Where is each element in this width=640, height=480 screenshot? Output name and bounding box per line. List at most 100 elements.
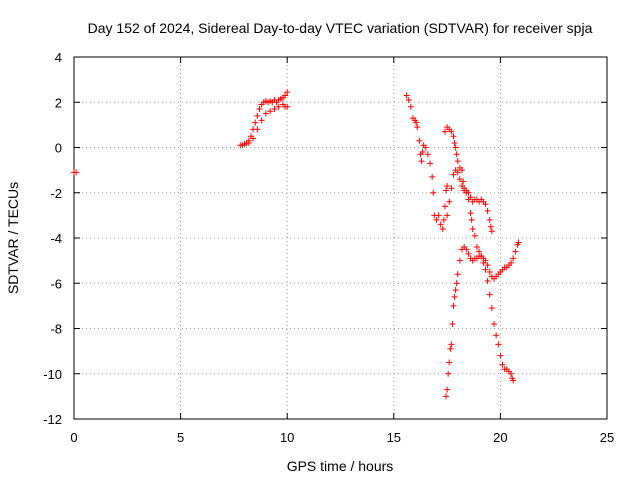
data-point	[441, 128, 448, 135]
data-point	[245, 139, 252, 146]
data-point	[487, 223, 494, 230]
data-point	[445, 370, 452, 377]
data-point	[446, 198, 453, 205]
y-tick-label: 2	[55, 95, 62, 110]
y-tick-label: -10	[43, 367, 62, 382]
data-point	[484, 207, 491, 214]
data-point	[443, 393, 450, 400]
data-point	[460, 178, 467, 185]
y-tick-label: -6	[50, 276, 62, 291]
data-point	[443, 187, 450, 194]
data-point	[456, 176, 463, 183]
axis-ticks: 0 5 10 15 20 25 -12 -10 -8 -6 -4 -2 0 2 4	[43, 50, 614, 445]
data-point	[469, 225, 476, 232]
data-point	[463, 246, 470, 253]
y-tick-label: -12	[43, 412, 62, 427]
data-point	[515, 239, 522, 246]
data-point	[482, 201, 489, 208]
data-point	[453, 151, 460, 158]
data-point	[437, 221, 444, 228]
data-point	[254, 126, 261, 133]
data-point	[446, 359, 453, 366]
data-point	[418, 158, 425, 165]
x-axis-label: GPS time / hours	[287, 458, 394, 474]
data-point	[454, 271, 461, 278]
x-tick-label: 20	[493, 430, 507, 445]
data-point	[419, 149, 426, 156]
data-point	[435, 212, 442, 219]
data-point	[444, 182, 451, 189]
data-point	[73, 169, 80, 176]
data-point	[456, 257, 463, 264]
data-point	[471, 232, 478, 239]
data-point	[414, 124, 421, 131]
x-tick-label: 15	[387, 430, 401, 445]
data-point	[465, 189, 472, 196]
data-points	[71, 89, 522, 400]
y-tick-label: -4	[50, 231, 62, 246]
data-point	[488, 305, 495, 312]
data-point	[495, 341, 502, 348]
data-point	[491, 320, 498, 327]
data-point	[427, 160, 434, 167]
data-point	[508, 259, 515, 266]
data-point	[439, 225, 446, 232]
data-point	[454, 169, 461, 176]
data-point	[482, 257, 489, 264]
data-point	[262, 110, 269, 117]
data-point	[493, 332, 500, 339]
x-tick-label: 10	[280, 430, 294, 445]
data-point	[497, 352, 504, 359]
data-point	[441, 203, 448, 210]
data-point	[429, 173, 436, 180]
data-point	[499, 361, 506, 368]
data-point	[454, 158, 461, 165]
data-point	[447, 345, 454, 352]
data-point	[467, 194, 474, 201]
data-point	[482, 266, 489, 273]
data-point	[282, 92, 289, 99]
y-tick-label: 4	[55, 50, 62, 65]
data-point	[484, 262, 491, 269]
y-tick-label: -2	[50, 186, 62, 201]
data-point	[407, 103, 414, 110]
data-point	[510, 377, 517, 384]
data-point	[450, 171, 457, 178]
chart-title: Day 152 of 2024, Sidereal Day-to-day VTE…	[88, 20, 593, 36]
data-point	[468, 216, 475, 223]
data-point	[444, 212, 451, 219]
data-point	[250, 135, 257, 142]
data-point	[256, 106, 263, 113]
data-point	[405, 96, 412, 103]
data-point	[449, 320, 456, 327]
data-point	[450, 133, 457, 140]
data-point	[486, 291, 493, 298]
data-point	[488, 228, 495, 235]
y-tick-label: 0	[55, 141, 62, 156]
y-axis-label: SDTVAR / TECUs	[5, 182, 21, 294]
grid	[74, 57, 607, 419]
data-point	[403, 92, 410, 99]
x-tick-label: 0	[70, 430, 77, 445]
data-point	[452, 144, 459, 151]
data-point	[271, 106, 278, 113]
data-point	[416, 137, 423, 144]
data-point	[452, 287, 459, 294]
data-point	[467, 210, 474, 217]
data-point	[275, 103, 282, 110]
data-point	[459, 167, 466, 174]
data-point	[267, 108, 274, 115]
data-point	[484, 277, 491, 284]
x-tick-label: 25	[600, 430, 614, 445]
y-tick-label: -8	[50, 322, 62, 337]
data-point	[451, 293, 458, 300]
data-point	[284, 103, 291, 110]
x-tick-label: 5	[177, 430, 184, 445]
data-point	[450, 302, 457, 309]
data-point	[252, 119, 259, 126]
data-point	[448, 128, 455, 135]
data-point	[422, 144, 429, 151]
data-point	[448, 341, 455, 348]
